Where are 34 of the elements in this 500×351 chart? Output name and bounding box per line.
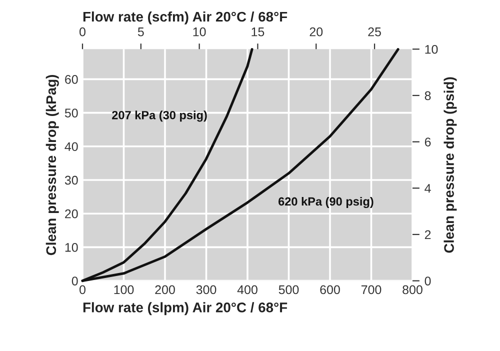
x-tick-label: 500 [278,285,299,294]
y2-tick-label: 2 [424,230,431,239]
y2-axis-title: Clean pressure drop (psid) [444,77,457,253]
series-label: 207 kPa (30 psig) [112,110,207,122]
x2-tick-label: 25 [368,27,381,36]
x-tick-label: 800 [402,285,422,294]
y-tick-label: 50 [64,108,78,118]
x-tick-label: 300 [196,285,216,294]
y2-tick-label: 6 [424,138,431,146]
x-tick-label: 600 [320,285,340,294]
y-axis-title: Clean pressure drop (kPag) [46,74,59,256]
x-tick-label: 400 [237,285,258,294]
y2-tick-label: 10 [425,44,438,54]
y2-tick-label: 0 [424,276,431,286]
y-tick-label: 20 [65,209,78,218]
x-tick-label: 200 [155,285,175,294]
x2-tick-label: 5 [138,28,144,36]
x2-tick-label: 10 [193,27,206,36]
y-tick-label: 0 [72,276,78,286]
y2-tick-label: 4 [424,184,431,193]
y2-tick-label: 8 [424,91,431,100]
y-tick-label: 30 [64,176,78,185]
x2-tick-label: 15 [252,28,264,36]
y-tick-label: 10 [65,243,78,252]
x2-axis-title: Flow rate (scfm) Air 20°C / 68°F [83,11,288,24]
y-tick-label: 40 [64,142,78,152]
x2-tick-label: 20 [310,27,323,36]
x-axis-title: Flow rate (slpm) Air 20°C / 68°F [83,302,288,316]
y-tick-label: 60 [65,75,78,84]
series-label: 620 kPa (90 psig) [278,196,374,208]
x2-tick-label: 0 [80,27,86,36]
x-tick-label: 100 [114,285,134,294]
x-tick-label: 700 [361,285,382,294]
x-tick-label: 0 [80,285,86,294]
